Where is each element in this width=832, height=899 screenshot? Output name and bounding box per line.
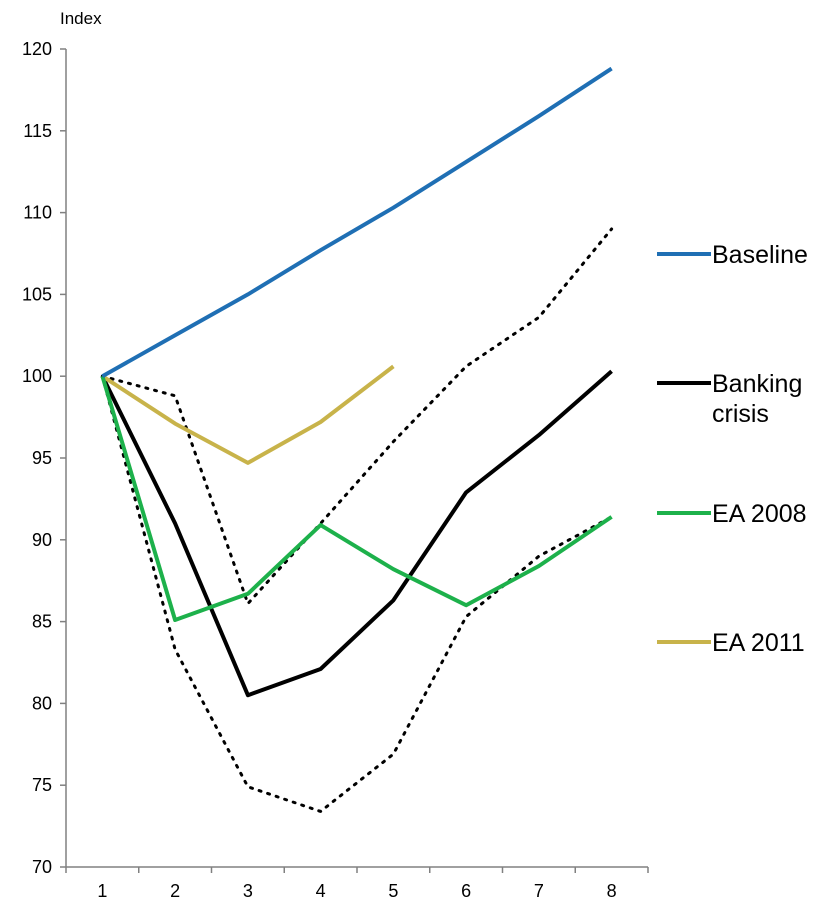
y-tick-label: 90 — [32, 530, 52, 550]
series-line-dotted-lower — [100, 374, 614, 813]
y-axis-title: Index — [60, 9, 102, 28]
y-tick-label: 110 — [23, 203, 52, 223]
x-tick-label: 1 — [97, 881, 107, 899]
legend-label-crisis: crisis — [712, 400, 769, 428]
x-tick-label: 7 — [534, 881, 544, 899]
legend-item-ea-2008: EA 2008 — [657, 500, 807, 528]
y-tick-label: 75 — [32, 775, 52, 795]
legend-item-banking-crisis: Banking crisis — [657, 370, 802, 428]
y-tick-label: 115 — [23, 121, 52, 141]
series-line-baseline — [101, 66, 613, 378]
legend-label-ea-2008: EA 2008 — [712, 500, 807, 528]
y-tick-label: 100 — [22, 366, 52, 386]
x-ticks: 1 2 3 4 5 6 7 8 — [65, 867, 649, 899]
x-axis: 1 2 3 4 5 6 7 8 — [65, 866, 649, 899]
x-tick-label: 4 — [316, 881, 326, 899]
series-line-ea-2011 — [101, 364, 395, 465]
x-tick-label: 3 — [243, 881, 253, 899]
series-line-banking-crisis — [100, 369, 613, 698]
legend-item-baseline: Baseline — [657, 241, 808, 269]
x-tick-label: 5 — [388, 881, 398, 899]
x-tick-label: 8 — [607, 881, 617, 899]
series-line-ea-2008 — [100, 375, 613, 622]
y-tick-label: 105 — [22, 284, 52, 304]
y-tick-label: 95 — [32, 448, 52, 468]
y-axis: 70 75 80 85 90 95 100 105 110 115 120 — [22, 39, 67, 877]
confidence-band-lines — [100, 227, 614, 813]
x-tick-label: 6 — [461, 881, 471, 899]
legend-item-ea-2011: EA 2011 — [657, 629, 805, 657]
y-tick-label: 80 — [32, 693, 52, 713]
y-tick-label: 120 — [22, 39, 52, 59]
legend-label-baseline: Baseline — [712, 241, 808, 269]
y-tick-label: 70 — [32, 857, 52, 877]
y-tick-label: 85 — [32, 612, 52, 632]
legend-label-banking: Banking — [712, 370, 802, 398]
x-tick-label: 2 — [170, 881, 180, 899]
y-ticks: 70 75 80 85 90 95 100 105 110 115 120 — [22, 39, 66, 877]
legend: Baseline Banking crisis EA 2008 EA 2011 — [657, 241, 808, 657]
legend-label-ea-2011: EA 2011 — [712, 629, 805, 657]
series-line-dotted-upper — [100, 227, 614, 606]
